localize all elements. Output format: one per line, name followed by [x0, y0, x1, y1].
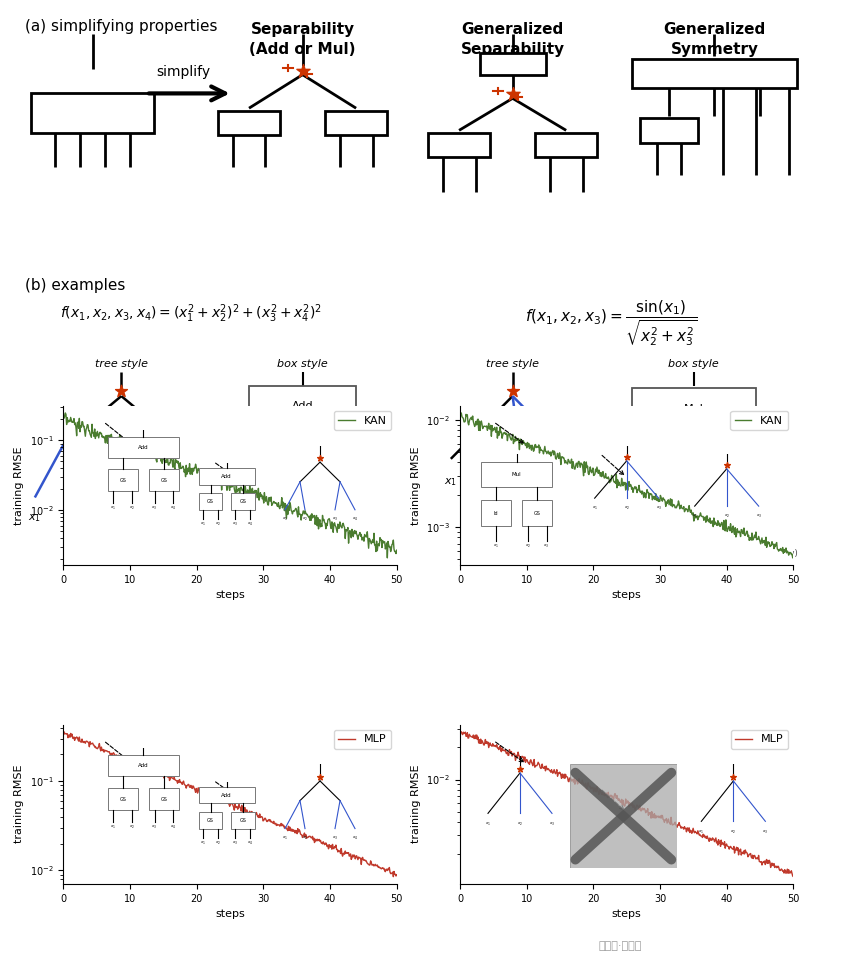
- Text: $x_1$: $x_1$: [29, 512, 41, 524]
- Legend: MLP: MLP: [334, 730, 391, 749]
- Point: [506, 384, 519, 399]
- Text: Add: Add: [292, 401, 313, 411]
- Text: $f(x_1, x_2, x_3) = \dfrac{\sin(x_1)}{\sqrt{x_2^2 + x_3^2}}$: $f(x_1, x_2, x_3) = \dfrac{\sin(x_1)}{\s…: [525, 298, 698, 349]
- Text: $x_4$: $x_4$: [352, 528, 365, 540]
- Bar: [30, 94, 154, 132]
- Text: $x_2$: $x_2$: [270, 528, 283, 540]
- Point: [115, 384, 128, 399]
- Text: Mul: Mul: [684, 404, 704, 413]
- Text: $f(x_1, x_2, x_3, x_4) = (x_1^2 + x_2^2)^2 + (x_3^2 + x_4^2)^2$: $f(x_1, x_2, x_3, x_4) = (x_1^2 + x_2^2)…: [61, 302, 322, 326]
- Bar: [535, 132, 597, 157]
- Text: $x_4$: $x_4$: [201, 512, 214, 524]
- Text: (Mul = multiplicative separability, GS = generalized separability, Id = identity: (Mul = multiplicative separability, GS =…: [466, 549, 798, 557]
- Text: $x_1$: $x_1$: [638, 528, 651, 540]
- Point: [506, 87, 519, 102]
- Legend: KAN: KAN: [333, 412, 391, 430]
- Text: (Add or Mul): (Add or Mul): [249, 42, 356, 57]
- Bar: [325, 111, 387, 135]
- Y-axis label: training RMSE: training RMSE: [411, 765, 421, 843]
- Text: $x_1$: $x_1$: [241, 528, 252, 540]
- Bar: [236, 456, 286, 497]
- Bar: [249, 386, 356, 425]
- X-axis label: steps: steps: [215, 909, 245, 920]
- Text: Separability: Separability: [461, 42, 565, 57]
- Y-axis label: training RMSE: training RMSE: [14, 765, 24, 843]
- Text: $x_2$: $x_2$: [722, 528, 734, 540]
- Text: GS: GS: [735, 473, 751, 483]
- Text: $x_3$: $x_3$: [568, 476, 581, 488]
- Text: Symmetry: Symmetry: [670, 42, 759, 57]
- Text: 公众号·量子位: 公众号·量子位: [598, 941, 642, 951]
- Bar: [641, 118, 698, 143]
- Bar: [632, 388, 755, 429]
- Text: box style: box style: [668, 359, 719, 369]
- Text: Separability: Separability: [251, 22, 354, 37]
- Text: (Add = additive separability, GS = generalized separability): (Add = additive separability, GS = gener…: [76, 549, 348, 557]
- X-axis label: steps: steps: [215, 590, 245, 601]
- Text: Generalized: Generalized: [462, 22, 564, 37]
- X-axis label: steps: steps: [612, 909, 641, 920]
- Text: GS: GS: [336, 471, 352, 481]
- Point: [295, 64, 309, 79]
- Text: Id: Id: [639, 473, 650, 483]
- Text: $x_3$: $x_3$: [322, 528, 335, 540]
- Text: (a) simplifying properties: (a) simplifying properties: [25, 18, 218, 34]
- Text: simplify: simplify: [156, 65, 210, 78]
- Bar: [319, 456, 369, 497]
- Bar: [632, 59, 797, 89]
- Y-axis label: training RMSE: training RMSE: [411, 446, 420, 525]
- Text: $x_3$: $x_3$: [752, 528, 765, 540]
- Text: $x_2$: $x_2$: [514, 476, 528, 488]
- Text: tree style: tree style: [95, 359, 148, 369]
- Text: Generalized: Generalized: [663, 22, 766, 37]
- Text: $x_3$: $x_3$: [143, 512, 157, 524]
- Text: $x_2$: $x_2$: [86, 512, 99, 524]
- Text: (b) examples: (b) examples: [25, 278, 125, 294]
- X-axis label: steps: steps: [612, 590, 641, 601]
- Text: GS: GS: [253, 471, 269, 481]
- Bar: [619, 458, 669, 498]
- Bar: [218, 111, 280, 135]
- Legend: MLP: MLP: [731, 730, 787, 749]
- Legend: KAN: KAN: [730, 412, 787, 430]
- Bar: [714, 458, 772, 498]
- Y-axis label: training RMSE: training RMSE: [14, 446, 24, 525]
- Bar: [479, 53, 545, 75]
- Bar: [428, 132, 490, 157]
- Text: $x_1$: $x_1$: [444, 476, 457, 488]
- Text: tree style: tree style: [486, 359, 539, 369]
- Text: box style: box style: [277, 359, 328, 369]
